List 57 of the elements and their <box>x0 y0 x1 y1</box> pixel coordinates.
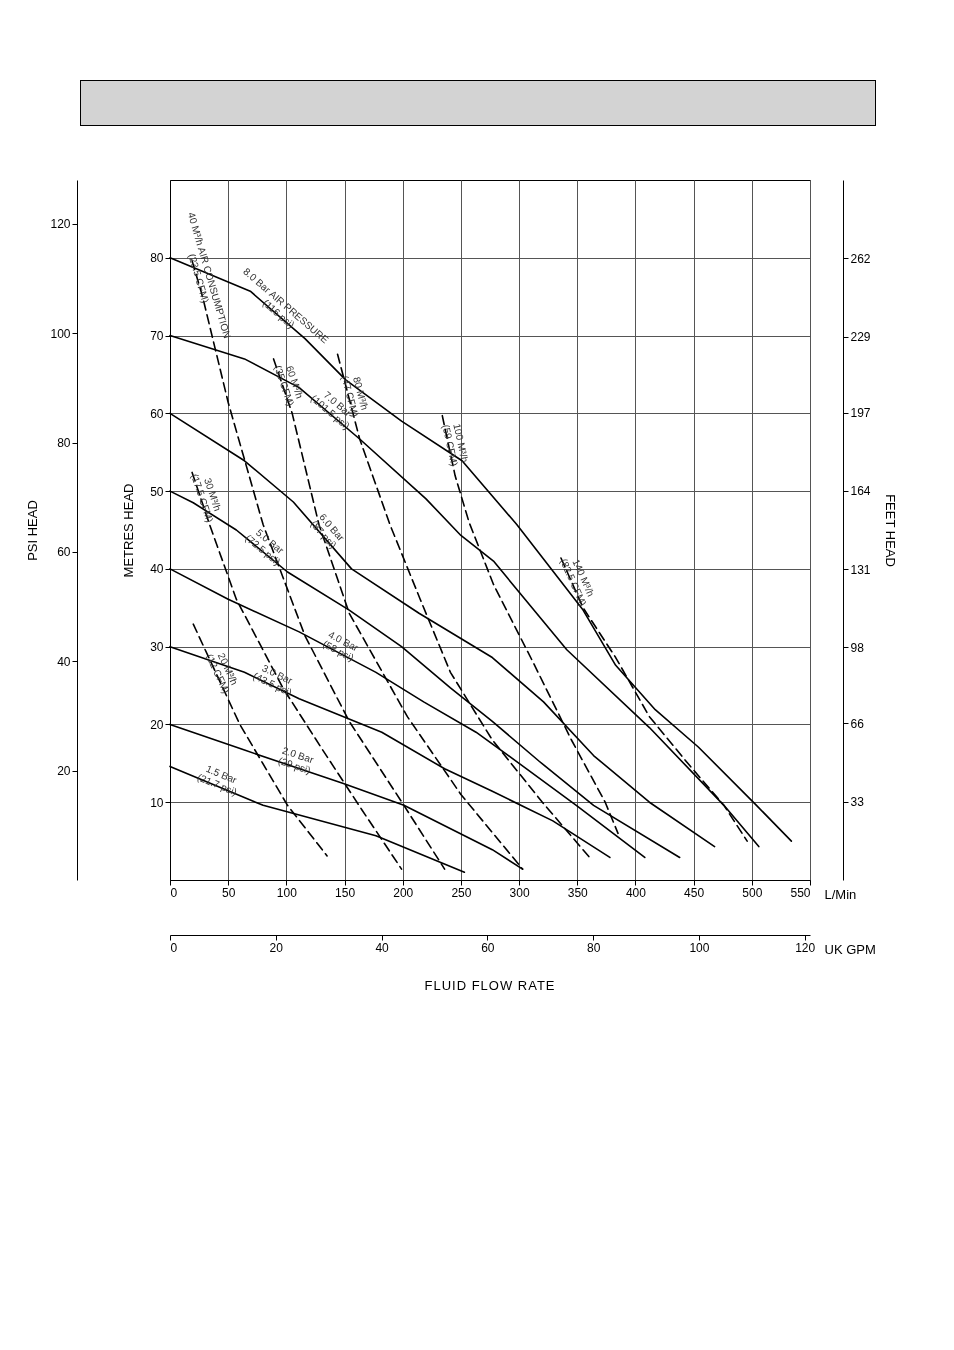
x-tick-label: 500 <box>742 885 763 900</box>
text: 6.0 Bar (87 psi) <box>308 511 348 551</box>
text: FLUID FLOW RATE <box>423 978 557 993</box>
x2-tick-label: 20 <box>269 940 284 955</box>
y2-tick-label: 131 <box>850 562 871 577</box>
y2-tick-label: 262 <box>850 251 871 266</box>
y-tick-label: 10 <box>150 795 164 810</box>
y3-tick-label: 20 <box>57 764 71 779</box>
text: 3.0 Bar (43.5 psi) <box>251 662 295 699</box>
x-axis-title: L/Min <box>824 886 857 902</box>
y-tick-label: 30 <box>150 640 164 655</box>
x2-tick-label: 40 <box>375 940 390 955</box>
x-tick-label: 300 <box>509 885 530 900</box>
x-tick-label: 450 <box>684 885 705 900</box>
y-tick-label: 50 <box>150 484 164 499</box>
y2-tick-label: 98 <box>850 640 865 655</box>
y-tick-label: 70 <box>150 329 164 344</box>
x2-tick-label: 0 <box>170 940 178 955</box>
x-tick-label: 0 <box>170 885 178 900</box>
x2-tick-label: 100 <box>689 940 710 955</box>
text: 100 M³/h (59 CFM) <box>440 422 471 468</box>
x-tick-label: 550 <box>790 885 811 900</box>
x-tick-label: 150 <box>335 885 356 900</box>
text: 4.0 Bar (58 psi) <box>320 628 361 664</box>
x-tick-label: 100 <box>276 885 298 900</box>
x2-axis-title: UK GPM <box>824 941 876 957</box>
y2-tick-label: 164 <box>850 484 871 499</box>
y3-axis-title: PSI HEAD <box>25 500 41 561</box>
text: 60 M³/h (35 CFM) <box>272 363 306 408</box>
x-tick-label: 250 <box>451 885 472 900</box>
y-tick-label: 60 <box>150 406 164 421</box>
y-tick-label: 80 <box>150 251 164 266</box>
x2-tick-label: 80 <box>586 940 601 955</box>
y-tick-label: 20 <box>150 717 164 732</box>
x2-tick-label: 60 <box>481 940 495 955</box>
y-tick-label: 40 <box>150 562 164 577</box>
y2-tick-label: 66 <box>850 716 865 731</box>
y3-tick-label: 60 <box>57 545 71 560</box>
y3-tick-label: 100 <box>50 326 71 341</box>
y-axis-title: METRES HEAD <box>121 483 137 578</box>
y2-tick-label: 229 <box>850 330 871 345</box>
y2-tick-label: 197 <box>850 406 871 421</box>
x-tick-label: 50 <box>222 885 236 900</box>
text: 2.0 Bar (29 psi) <box>276 744 316 776</box>
y2-tick-label: 33 <box>850 795 865 810</box>
text: 140 M³/h (82.5 CFM) <box>558 556 597 608</box>
x-tick-label: 400 <box>625 885 647 900</box>
y3-tick-label: 40 <box>57 654 71 669</box>
x-tick-label: 200 <box>393 885 414 900</box>
y3-tick-label: 120 <box>50 217 71 232</box>
y2-axis-title: FEET HEAD <box>882 494 898 567</box>
text: 1.5 Bar (21.7 psi) <box>195 763 239 798</box>
x2-tick-label: 120 <box>795 940 816 955</box>
y3-tick-label: 80 <box>57 436 71 450</box>
x-tick-label: 350 <box>567 885 589 900</box>
text: 20 M³/h (12 CFM) <box>204 651 241 696</box>
text: 30 M³/h (17.5 CFM) <box>189 472 224 524</box>
